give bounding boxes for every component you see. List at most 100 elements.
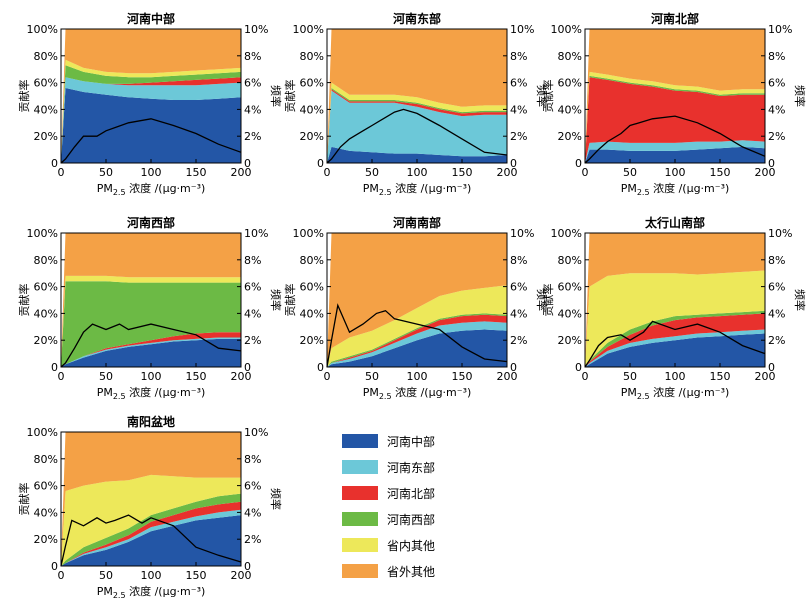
area-省外其他 bbox=[61, 233, 241, 367]
y-tick-label-left: 0 bbox=[317, 361, 324, 374]
chart-panel-7: 0 20% 40% 60% 80% 100% 0 2% 4% 6% 8% 10% 0 50 100 150 20… bbox=[17, 414, 283, 600]
y-tick-label-left: 0 bbox=[575, 157, 582, 170]
y-tick-label-left: 40% bbox=[34, 103, 58, 116]
y-tick-label-left: 80% bbox=[34, 453, 58, 466]
area-河南北部 bbox=[585, 313, 765, 367]
y-tick-label-right: 4% bbox=[244, 103, 261, 116]
area-河南西部 bbox=[327, 88, 507, 163]
y-tick-label-right: 6% bbox=[244, 480, 261, 493]
x-axis-label: PM2.5 浓度 /(μg·m⁻³) bbox=[363, 181, 472, 197]
y-tick-label-right: 10% bbox=[510, 227, 534, 240]
y-tick-label-right: 4% bbox=[510, 103, 527, 116]
area-省外其他 bbox=[327, 233, 507, 367]
y-tick-label-right: 6% bbox=[244, 281, 261, 294]
chart-panels: 0 20% 40% 60% 80% 100% 0 2% 4% 6% 8% 10% 0 50 100 150 20… bbox=[17, 11, 807, 600]
y-tick-label-right: 8% bbox=[244, 50, 261, 63]
y-tick-label-left: 100% bbox=[27, 23, 58, 36]
legend-item: 河南中部 bbox=[342, 434, 435, 449]
y-axis-label-right: 频率 bbox=[535, 85, 549, 107]
y-tick-label-right: 4% bbox=[768, 307, 785, 320]
frequency-line bbox=[60, 323, 242, 368]
chart-title: 河南西部 bbox=[126, 215, 175, 230]
y-tick-label-right: 6% bbox=[510, 281, 527, 294]
y-tick-label-right: 2% bbox=[510, 130, 527, 143]
area-省内其他 bbox=[61, 59, 241, 163]
x-tick-label: 50 bbox=[623, 370, 637, 383]
legend-swatch bbox=[342, 486, 378, 500]
area-河南中部 bbox=[61, 515, 241, 566]
area-省内其他 bbox=[61, 474, 241, 566]
x-axis-label: PM2.5 浓度 /(μg·m⁻³) bbox=[363, 385, 472, 401]
area-河南东部 bbox=[61, 337, 241, 367]
y-tick-label-left: 20% bbox=[34, 533, 58, 546]
area-河南东部 bbox=[61, 77, 241, 163]
y-tick-label-right: 4% bbox=[768, 103, 785, 116]
y-tick-label-right: 10% bbox=[510, 23, 534, 36]
legend-swatch bbox=[342, 460, 378, 474]
y-tick-label-left: 40% bbox=[34, 307, 58, 320]
y-axis-label-right: 频率 bbox=[269, 289, 283, 311]
area-省外其他 bbox=[61, 29, 241, 163]
y-tick-label-right: 2% bbox=[244, 334, 261, 347]
y-tick-label-left: 60% bbox=[300, 281, 324, 294]
area-河南北部 bbox=[585, 77, 765, 163]
area-省外其他 bbox=[327, 29, 507, 163]
chart-title: 河南中部 bbox=[126, 11, 175, 26]
legend-item: 省外其他 bbox=[342, 564, 435, 579]
y-tick-label-left: 0 bbox=[51, 560, 58, 573]
area-河南东部 bbox=[585, 329, 765, 367]
y-tick-label-right: 0 bbox=[768, 157, 775, 170]
y-tick-label-left: 0 bbox=[51, 157, 58, 170]
x-tick-label: 50 bbox=[99, 370, 113, 383]
x-tick-label: 200 bbox=[755, 370, 776, 383]
y-tick-label-left: 80% bbox=[34, 254, 58, 267]
chart-panel-5: 0 20% 40% 60% 80% 100% 0 2% 4% 6% 8% 10% 0 50 100 150 20… bbox=[283, 215, 549, 401]
area-河南北部 bbox=[327, 89, 507, 163]
y-axis-label-right: 频率 bbox=[535, 289, 549, 311]
legend-item: 河南北部 bbox=[342, 486, 435, 501]
frequency-line bbox=[60, 514, 242, 567]
y-tick-label-right: 6% bbox=[768, 281, 785, 294]
y-tick-label-right: 0 bbox=[244, 361, 251, 374]
frequency-line bbox=[584, 320, 766, 368]
chart-panel-6: 0 20% 40% 60% 80% 100% 0 2% 4% 6% 8% 10% 0 50 100 150 20… bbox=[541, 215, 807, 401]
y-tick-label-right: 6% bbox=[244, 77, 261, 90]
chart-panel-4: 0 20% 40% 60% 80% 100% 0 2% 4% 6% 8% 10% 0 50 100 150 20… bbox=[17, 215, 283, 401]
area-河南西部 bbox=[61, 493, 241, 566]
legend-swatch bbox=[342, 538, 378, 552]
y-axis-label-left: 贡献率 bbox=[283, 284, 297, 317]
x-tick-label: 0 bbox=[582, 166, 589, 179]
y-tick-label-left: 0 bbox=[317, 157, 324, 170]
chart-title: 河南南部 bbox=[392, 215, 441, 230]
area-省内其他 bbox=[585, 71, 765, 163]
x-tick-label: 50 bbox=[365, 166, 379, 179]
y-tick-label-right: 10% bbox=[244, 23, 268, 36]
x-axis-label: PM2.5 浓度 /(μg·m⁻³) bbox=[97, 181, 206, 197]
y-tick-label-right: 0 bbox=[510, 361, 517, 374]
area-河南西部 bbox=[61, 65, 241, 163]
legend-swatch bbox=[342, 564, 378, 578]
x-tick-label: 100 bbox=[407, 370, 428, 383]
y-tick-label-right: 8% bbox=[244, 254, 261, 267]
y-tick-label-right: 0 bbox=[768, 361, 775, 374]
y-tick-label-right: 6% bbox=[768, 77, 785, 90]
chart-title: 南阳盆地 bbox=[127, 414, 175, 429]
x-tick-label: 200 bbox=[497, 166, 518, 179]
legend-label: 河南东部 bbox=[387, 460, 435, 475]
x-tick-label: 150 bbox=[710, 370, 731, 383]
y-tick-label-right: 6% bbox=[510, 77, 527, 90]
y-axis-label-left: 贡献率 bbox=[541, 80, 555, 113]
y-axis-label-right: 频率 bbox=[793, 85, 807, 107]
chart-panel-3: 0 20% 40% 60% 80% 100% 0 2% 4% 6% 8% 10% 0 50 100 150 20… bbox=[541, 11, 807, 197]
area-河南北部 bbox=[61, 501, 241, 566]
frequency-line bbox=[584, 115, 766, 164]
x-tick-label: 100 bbox=[665, 370, 686, 383]
x-tick-label: 100 bbox=[141, 166, 162, 179]
area-省内其他 bbox=[327, 285, 507, 367]
y-tick-label-left: 20% bbox=[558, 130, 582, 143]
y-tick-label-left: 100% bbox=[27, 227, 58, 240]
y-tick-label-right: 2% bbox=[244, 130, 261, 143]
area-河南中部 bbox=[585, 333, 765, 367]
y-tick-label-left: 40% bbox=[300, 307, 324, 320]
